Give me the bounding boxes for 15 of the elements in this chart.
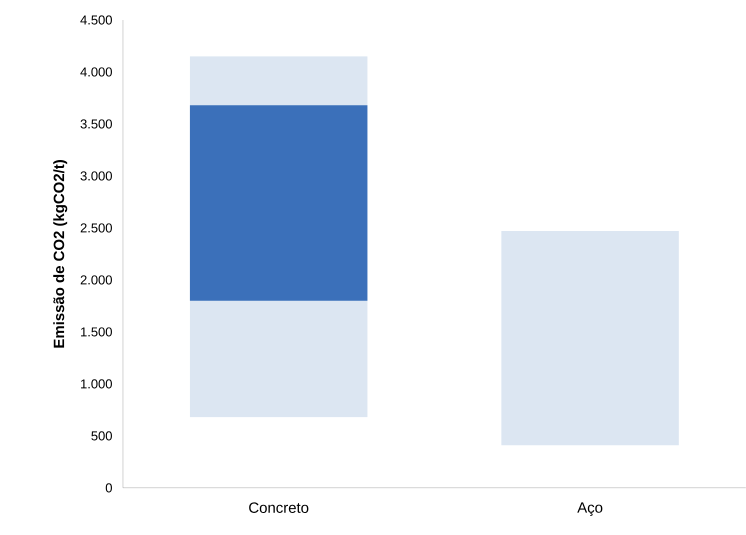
bar (190, 105, 368, 301)
y-tick-label: 1.000 (81, 379, 112, 389)
y-tick-label: 4.000 (80, 67, 112, 77)
y-tick-label: 3.500 (80, 119, 112, 129)
y-tick-label: 2.000 (80, 275, 112, 285)
y-tick-label: 0 (106, 483, 112, 493)
y-tick-label: 3.000 (80, 171, 112, 181)
y-tick-label: 2.500 (80, 223, 112, 233)
y-tick-label: 4.500 (80, 15, 112, 25)
x-tick-label: Concreto (249, 502, 308, 514)
y-tick-label: 500 (91, 431, 112, 441)
x-tick-label: Aço (577, 502, 602, 516)
y-tick-label: 1.500 (81, 327, 112, 337)
y-axis-title: Emissão de CO2 (kgCO2/t) (53, 160, 68, 348)
bar (501, 231, 679, 446)
